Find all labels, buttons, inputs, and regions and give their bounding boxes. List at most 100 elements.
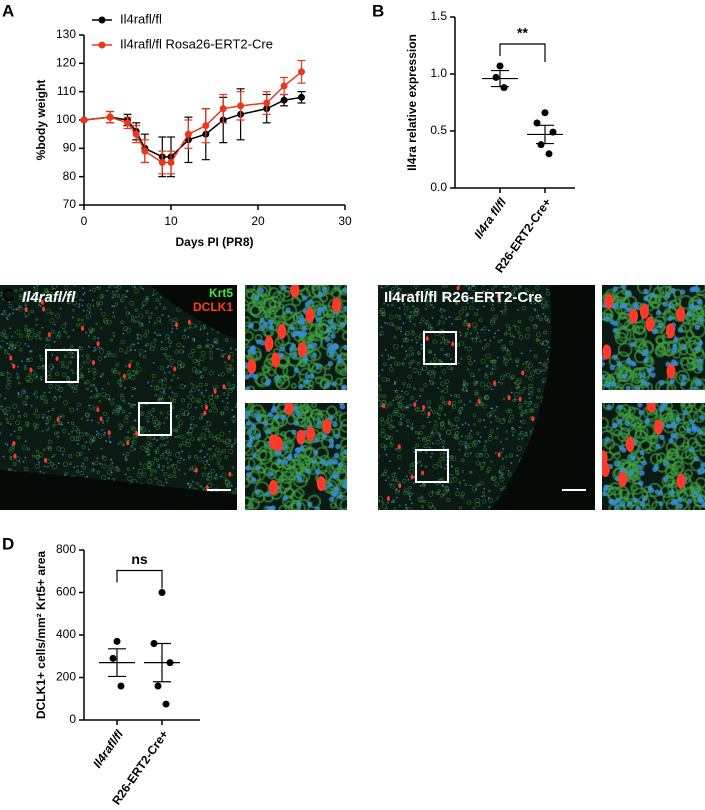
nucleus	[491, 303, 494, 306]
nucleus	[96, 286, 99, 289]
tissue	[420, 495, 424, 499]
tissue	[2, 408, 7, 413]
tissue	[127, 476, 133, 482]
tissue	[425, 288, 431, 294]
tissue	[465, 435, 470, 440]
tissue	[617, 407, 629, 418]
nucleus	[159, 321, 162, 323]
nucleus	[465, 441, 467, 444]
tissue	[483, 447, 488, 452]
nucleus	[490, 388, 493, 391]
tissue	[517, 437, 520, 441]
nucleus	[124, 458, 127, 461]
nucleus	[57, 435, 59, 438]
dclk1-cell	[173, 366, 177, 372]
tissue	[124, 306, 127, 309]
tissue	[410, 359, 415, 364]
tissue	[491, 359, 496, 364]
dclk1-cell	[305, 307, 315, 323]
tissue	[145, 450, 148, 454]
dclk1-cell	[271, 352, 281, 368]
tissue	[680, 321, 692, 333]
nucleus	[59, 307, 62, 310]
tissue	[220, 411, 225, 416]
tissue	[122, 443, 126, 446]
tissue	[41, 395, 47, 401]
tissue	[196, 398, 202, 404]
nucleus	[150, 414, 153, 417]
tissue	[391, 303, 394, 307]
nucleus	[657, 490, 664, 496]
nucleus	[130, 444, 133, 447]
tissue	[378, 507, 381, 510]
nucleus	[456, 487, 459, 490]
tissue	[522, 362, 525, 366]
tissue	[477, 418, 482, 423]
nucleus	[17, 410, 20, 413]
nucleus	[85, 432, 87, 435]
tissue	[181, 398, 186, 403]
nucleus	[119, 428, 122, 431]
tissue	[417, 496, 423, 502]
tissue	[662, 492, 675, 505]
nucleus	[200, 485, 203, 488]
nucleus	[500, 441, 503, 443]
tissue	[306, 285, 322, 298]
tissue	[39, 395, 45, 400]
tissue	[166, 440, 169, 444]
nucleus	[232, 387, 235, 390]
tissue	[516, 378, 522, 384]
nucleus	[175, 415, 178, 418]
tissue	[432, 428, 438, 434]
tissue	[451, 456, 457, 461]
nucleus	[21, 360, 23, 363]
tissue	[132, 285, 136, 288]
tissue	[190, 415, 195, 421]
tissue	[476, 431, 480, 435]
tissue	[494, 435, 499, 440]
tissue	[428, 492, 433, 497]
nucleus	[380, 405, 383, 408]
tissue	[119, 298, 124, 303]
dclk1-cell	[122, 373, 126, 379]
tissue	[213, 407, 219, 413]
nucleus	[544, 315, 547, 318]
tissue	[528, 376, 533, 381]
nucleus	[250, 344, 256, 351]
tissue	[119, 440, 123, 445]
tissue	[426, 301, 432, 307]
nucleus	[6, 342, 8, 345]
tissue	[108, 464, 114, 470]
tissue	[381, 503, 387, 509]
tissue	[75, 469, 80, 473]
tissue	[400, 296, 405, 301]
nucleus	[108, 286, 111, 289]
tissue	[544, 300, 548, 304]
tissue	[233, 438, 237, 442]
nucleus	[6, 444, 9, 446]
dclk1-cell	[306, 426, 316, 442]
tissue	[396, 454, 402, 460]
nucleus	[152, 361, 155, 364]
tissue	[398, 404, 402, 408]
nucleus	[39, 470, 42, 473]
micrographs	[0, 285, 705, 510]
nucleus	[36, 285, 39, 287]
tissue	[109, 338, 113, 342]
tissue	[634, 337, 647, 350]
tissue	[631, 476, 641, 485]
tissue	[458, 448, 461, 451]
tissue	[378, 374, 381, 377]
nucleus	[412, 305, 415, 308]
dclk1-cell	[296, 429, 306, 445]
tissue	[18, 426, 23, 431]
nucleus	[498, 470, 501, 473]
tissue	[24, 421, 30, 427]
nucleus	[464, 453, 467, 456]
tissue	[58, 421, 63, 425]
tissue	[419, 387, 424, 392]
nucleus	[221, 400, 224, 403]
nucleus	[203, 327, 206, 329]
nucleus	[316, 310, 322, 317]
tissue	[324, 364, 331, 371]
